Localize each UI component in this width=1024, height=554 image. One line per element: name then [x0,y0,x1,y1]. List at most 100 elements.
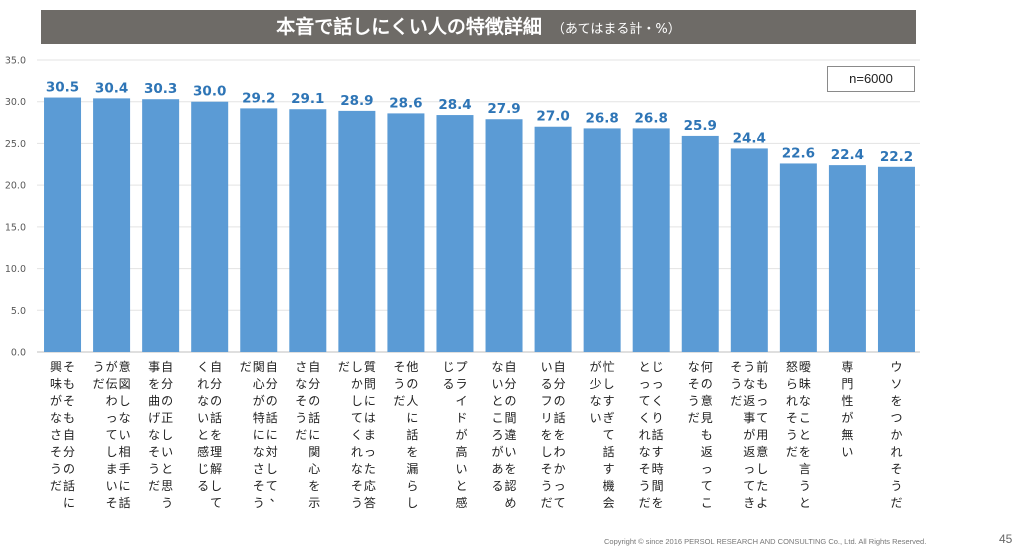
bar [436,115,474,352]
category-label-char: し [161,428,173,442]
category-label-char: ら [786,377,798,391]
category-label-char: 話 [63,478,75,493]
category-label-char: 答 [364,495,376,510]
data-label: 28.4 [438,97,471,113]
category-label-char: 関 [253,360,265,374]
title-bar: 本音で話しにくい人の特徴詳細 （あてはまる計・%） [41,10,916,44]
category-label-char: 分 [505,377,517,391]
data-label: 27.9 [487,101,520,117]
category-label-char: て [701,479,713,493]
data-label: 29.2 [242,90,275,106]
category-label-char: っ [364,445,376,459]
category-label-char: ぎ [603,411,615,425]
category-label-char: 思 [161,479,173,493]
category-label-char: 高 [455,444,467,459]
bar [93,98,131,353]
category-label-char: ラ [455,377,467,391]
category-label-char: 用 [756,428,768,442]
category-label-char: が [455,427,467,442]
category-label-char: い [505,445,517,459]
category-label-char: 話 [119,495,131,510]
category-label-char: 事 [743,411,755,425]
category-label-char: に [308,428,320,442]
category-label-char: じ [197,462,209,476]
category-label-char: な [799,394,811,408]
category-label-char: 手 [119,462,131,476]
category-label-char: う [253,496,265,510]
category-label-char: さ [50,428,62,442]
category-label-char: 間 [652,479,664,493]
category-label-char: と [455,479,467,493]
category-label-char: い [119,428,131,442]
category-label-char: 図 [119,377,131,391]
category-label-char: っ [554,479,566,493]
data-label: 30.3 [144,81,177,97]
category-label-char: つ [890,411,902,425]
category-label-char: 特 [253,410,265,425]
y-tick-label: 15.0 [5,222,26,233]
category-label-char: さ [295,360,307,374]
data-label: 27.0 [536,109,569,125]
category-label-char: い [106,479,118,493]
bar [877,166,915,352]
data-label: 29.1 [291,91,324,107]
data-label: 26.8 [635,110,668,126]
category-label-char: そ [50,445,62,459]
bar [828,165,866,352]
category-label-char: そ [63,394,75,408]
category-label-char: う [799,479,811,493]
category-label-char: い [197,411,209,425]
category-label-char: だ [338,360,350,374]
category-label-char: 、 [270,490,282,504]
category-label-char: っ [743,462,755,476]
category-label-char: う [393,377,405,391]
category-label-char: い [492,377,504,391]
category-label-char: 正 [161,411,173,425]
category-label-char: て [756,411,768,425]
category-label-char: が [106,359,118,374]
category-label-char: そ [63,360,75,374]
category-label-char: と [799,428,811,442]
category-label-char: 自 [505,360,517,374]
category-label-char: の [701,377,713,391]
category-label-char: よ [756,496,768,510]
category-label-char: う [639,479,651,493]
category-label-char: し [603,377,615,391]
data-label: 22.2 [880,149,913,165]
category-label-char: 返 [743,394,755,408]
category-label-char: う [890,479,902,493]
category-label-char: と [197,428,209,442]
category-label-char: う [93,360,105,374]
category-label-char: 解 [210,462,222,476]
category-label-char: 違 [505,428,517,442]
category-label-char: も [63,411,75,425]
category-label-char: く [652,394,664,408]
category-label-char: 味 [50,377,62,391]
category-label-char: っ [756,394,768,408]
y-tick-label: 30.0 [5,97,26,108]
category-label-char: 時 [652,462,664,476]
category-label-char: を [148,377,160,391]
category-label-char: を [308,479,320,493]
category-label-char: の [161,394,173,408]
category-label-char: れ [351,445,363,459]
category-label-char: を [652,496,664,510]
category-label-char: 話 [652,427,664,442]
category-label-char: が [492,444,504,459]
category-label-char: も [756,377,768,391]
category-label-char: の [505,394,517,408]
category-label-char: だ [93,377,105,391]
category-label-char: に [253,428,265,442]
category-label-char: な [688,360,700,374]
copyright-footer: Copyright © since 2016 PERSOL RESEARCH A… [604,537,927,546]
category-label-char: そ [786,411,798,425]
category-label-char: て [554,496,566,510]
category-label-char: 曖 [799,360,811,374]
category-label-char: な [295,377,307,391]
category-label-char: 分 [266,377,278,391]
category-label-char: こ [701,496,713,510]
category-label-char: そ [639,462,651,476]
category-label-char: 意 [756,444,768,459]
data-label: 25.9 [684,118,717,134]
